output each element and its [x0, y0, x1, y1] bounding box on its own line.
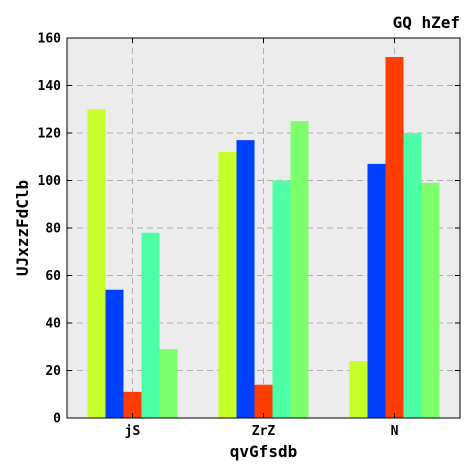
bar — [349, 361, 368, 418]
y-tick-label: 160 — [38, 32, 62, 47]
chart-title: GQ hZef — [393, 13, 460, 32]
bar — [105, 289, 124, 418]
y-tick-label: 40 — [45, 317, 61, 332]
y-axis-label: UJxzzFdClb — [13, 180, 32, 276]
x-axis-label: qvGfsdb — [230, 442, 297, 461]
bar — [141, 232, 160, 418]
y-tick-label: 60 — [45, 269, 61, 284]
bar — [87, 109, 106, 418]
bar — [272, 180, 291, 418]
x-axis-ticks: jS ZrZ N — [125, 38, 399, 439]
y-axis-ticks: 0 20 40 60 80 100 120 140 160 — [38, 32, 460, 427]
bar — [421, 182, 440, 418]
x-tick-label: jS — [125, 424, 141, 439]
bar — [403, 133, 422, 418]
bar — [290, 121, 309, 418]
bar — [159, 349, 178, 418]
y-tick-label: 120 — [38, 127, 62, 142]
bar — [123, 391, 142, 418]
bar — [254, 384, 273, 418]
bar — [236, 140, 255, 418]
x-tick-label: ZrZ — [252, 424, 276, 439]
bar-group — [87, 57, 440, 418]
y-tick-label: 20 — [45, 364, 61, 379]
bar — [385, 57, 404, 418]
bar — [218, 152, 237, 418]
y-tick-label: 0 — [53, 412, 61, 427]
bar — [367, 163, 386, 418]
y-tick-label: 80 — [45, 222, 61, 237]
y-tick-label: 140 — [38, 79, 62, 94]
x-tick-label: N — [391, 424, 399, 439]
y-tick-label: 100 — [38, 174, 62, 189]
grid-lines — [67, 38, 460, 418]
